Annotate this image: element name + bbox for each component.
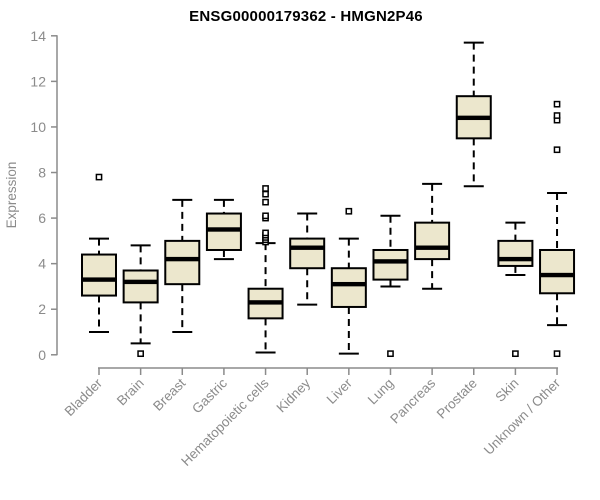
outlier-point bbox=[387, 350, 394, 358]
outlier-point bbox=[345, 207, 353, 215]
y-axis-title: Expression bbox=[4, 162, 19, 229]
median-line bbox=[498, 256, 533, 262]
y-tick-label-2: 2 bbox=[38, 301, 46, 317]
x-tick-label-kidney: Kidney bbox=[274, 375, 314, 415]
y-tick-label-14: 14 bbox=[30, 28, 46, 44]
x-tick-label-skin: Skin bbox=[492, 376, 521, 405]
y-tick-label-4: 4 bbox=[38, 256, 46, 272]
median-line bbox=[290, 245, 325, 250]
x-tick-label-pancreas: Pancreas bbox=[387, 375, 438, 426]
iqr-box bbox=[205, 212, 242, 251]
iqr-box bbox=[289, 237, 326, 270]
boxplot-kidney bbox=[289, 212, 326, 306]
y-tick-label-6: 6 bbox=[38, 210, 46, 226]
outlier-point bbox=[95, 173, 103, 181]
iqr-box bbox=[164, 239, 201, 286]
outlier-point bbox=[553, 100, 561, 108]
iqr-box bbox=[497, 239, 534, 267]
outlier-point bbox=[553, 350, 561, 358]
iqr-box bbox=[539, 248, 576, 295]
outlier-point bbox=[137, 350, 144, 358]
iqr-box bbox=[122, 269, 159, 304]
boxplot-brain bbox=[122, 244, 159, 358]
boxplot-unknown-other bbox=[539, 100, 576, 358]
outlier-point bbox=[262, 185, 269, 192]
boxplot-breast bbox=[164, 198, 201, 334]
median-line bbox=[331, 281, 366, 287]
outlier-point bbox=[262, 198, 269, 206]
chart-title: ENSG00000179362 - HMGN2P46 bbox=[189, 8, 423, 25]
median-line bbox=[540, 272, 575, 278]
x-tick-label-breast: Breast bbox=[150, 375, 188, 413]
boxplot-prostate bbox=[455, 41, 492, 188]
outlier-point bbox=[512, 350, 519, 358]
iqr-box bbox=[330, 267, 367, 308]
y-tick-label-12: 12 bbox=[30, 73, 46, 89]
outlier-point bbox=[262, 190, 269, 198]
boxplot-hematopoietic-cells bbox=[247, 185, 284, 354]
outlier-point bbox=[262, 212, 269, 220]
outlier-point bbox=[553, 146, 561, 154]
iqr-box bbox=[414, 221, 451, 261]
boxplot-skin bbox=[497, 221, 534, 358]
iqr-box bbox=[372, 248, 409, 281]
outlier-point bbox=[262, 229, 269, 237]
x-tick-label-brain: Brain bbox=[114, 376, 147, 409]
median-line bbox=[82, 277, 116, 282]
boxplot-lung bbox=[372, 214, 409, 358]
x-tick-label-gastric: Gastric bbox=[189, 375, 230, 416]
median-line bbox=[123, 279, 158, 285]
y-tick-label-0: 0 bbox=[38, 347, 46, 363]
median-line bbox=[248, 300, 283, 305]
median-line bbox=[165, 256, 200, 262]
boxplot-pancreas bbox=[414, 182, 451, 290]
x-tick-label-bladder: Bladder bbox=[62, 375, 106, 419]
y-tick-label-10: 10 bbox=[30, 119, 46, 135]
x-tick-label-lung: Lung bbox=[365, 376, 397, 408]
x-tick-label-prostate: Prostate bbox=[434, 376, 480, 422]
x-tick-label-unknown-other: Unknown / Other bbox=[481, 375, 564, 458]
iqr-box bbox=[81, 253, 117, 297]
median-line bbox=[456, 115, 491, 121]
median-line bbox=[206, 227, 241, 232]
x-tick-label-liver: Liver bbox=[324, 375, 356, 407]
median-line bbox=[415, 245, 450, 250]
median-line bbox=[373, 259, 408, 264]
outlier-point bbox=[553, 112, 561, 119]
boxplot-bladder bbox=[81, 173, 117, 334]
boxplot-liver bbox=[330, 207, 367, 355]
boxplot-gastric bbox=[205, 198, 242, 261]
y-tick-label-8: 8 bbox=[38, 165, 46, 181]
